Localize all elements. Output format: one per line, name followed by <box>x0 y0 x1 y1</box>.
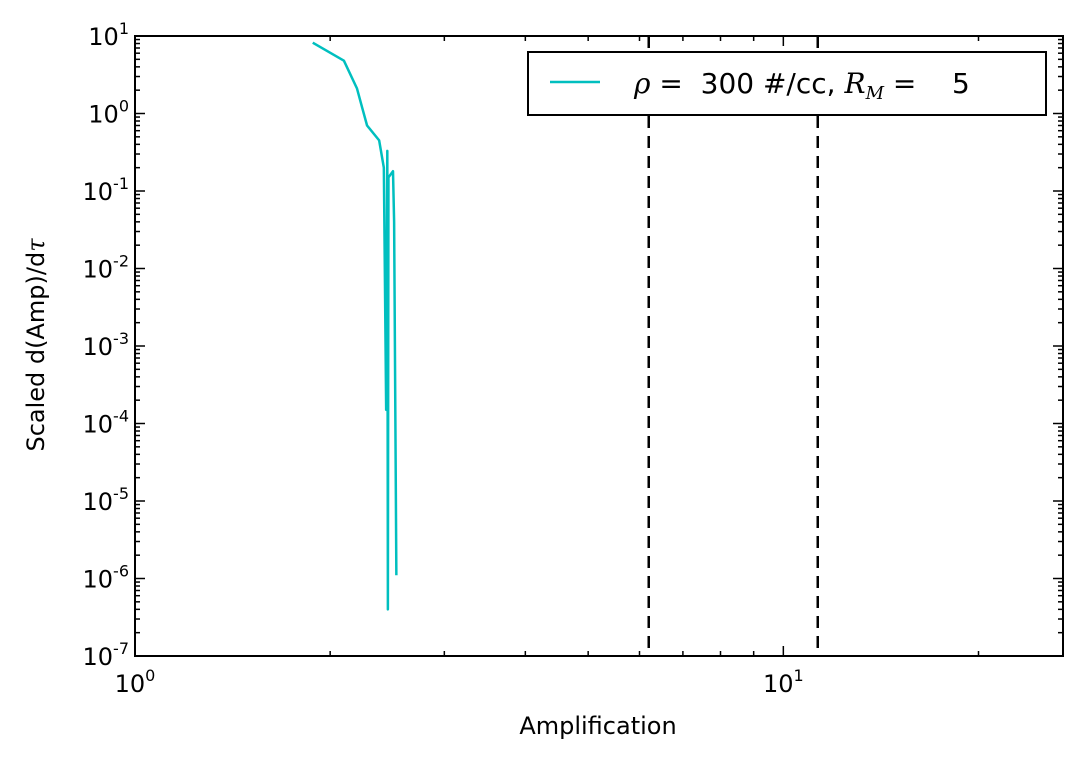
y-axis-label: Scaled d(Amp)/dτ <box>22 238 50 452</box>
y-tick-label-1: 101 <box>88 19 129 51</box>
x-tick-base: 10 <box>115 670 146 698</box>
legend-text-1: = 300 #/cc, <box>650 67 844 100</box>
y-tick-label-7: 10-5 <box>83 484 130 516</box>
y-tick-exponent: -7 <box>113 639 129 658</box>
y-tick-exponent: 0 <box>119 97 129 116</box>
series-line-1 <box>312 41 398 611</box>
y-tick-exponent: -1 <box>113 174 129 193</box>
y-tick-base: 10 <box>83 643 114 671</box>
y-tick-base: 10 <box>83 178 114 206</box>
y-tick-base: 10 <box>83 333 114 361</box>
y-tick-exponent: -6 <box>113 562 129 581</box>
y-tick-label-6: 10-4 <box>83 407 130 439</box>
y-tick-exponent: -5 <box>113 484 129 503</box>
x-tick-labels: 100 101 <box>115 666 804 698</box>
y-tick-label-2: 100 <box>88 97 129 129</box>
tick-marks <box>134 35 1063 657</box>
y-tick-base: 10 <box>83 256 114 284</box>
y-tick-base: 10 <box>88 23 119 51</box>
legend-r-subscript: M <box>865 83 885 104</box>
legend: ρ = 300 #/cc, RM = 5 <box>527 51 1047 116</box>
x-tick-exponent: 1 <box>794 666 804 685</box>
y-tick-label-8: 10-6 <box>83 562 130 594</box>
legend-r: R <box>843 67 865 100</box>
y-tick-label-5: 10-3 <box>83 329 130 361</box>
y-tick-label-4: 10-2 <box>83 252 130 284</box>
legend-rho: ρ <box>633 67 651 100</box>
y-tick-base: 10 <box>83 566 114 594</box>
legend-label: ρ = 300 #/cc, RM = 5 <box>633 67 970 104</box>
legend-box <box>527 51 1047 116</box>
y-tick-label-3: 10-1 <box>83 174 130 206</box>
x-axis-label: Amplification <box>519 712 676 740</box>
y-tick-exponent: 1 <box>119 19 129 38</box>
y-tick-exponent: -4 <box>113 407 129 426</box>
y-axis-label-prefix: Scaled d(Amp)/d <box>22 252 50 452</box>
y-tick-exponent: -3 <box>113 329 129 348</box>
series-layer <box>312 41 398 611</box>
y-tick-label-9: 10-7 <box>83 639 130 671</box>
reference-lines <box>647 36 819 656</box>
x-tick-base: 10 <box>763 670 794 698</box>
x-tick-label-1: 100 <box>115 666 156 698</box>
y-axis-label-symbol: τ <box>22 238 50 252</box>
plot-frame <box>134 35 1064 657</box>
x-tick-label-2: 101 <box>763 666 804 698</box>
y-tick-base: 10 <box>83 488 114 516</box>
legend-text-2: = 5 <box>884 67 970 100</box>
x-tick-exponent: 0 <box>145 666 155 685</box>
y-tick-base: 10 <box>83 411 114 439</box>
y-tick-base: 10 <box>88 101 119 129</box>
y-tick-exponent: -2 <box>113 252 129 271</box>
